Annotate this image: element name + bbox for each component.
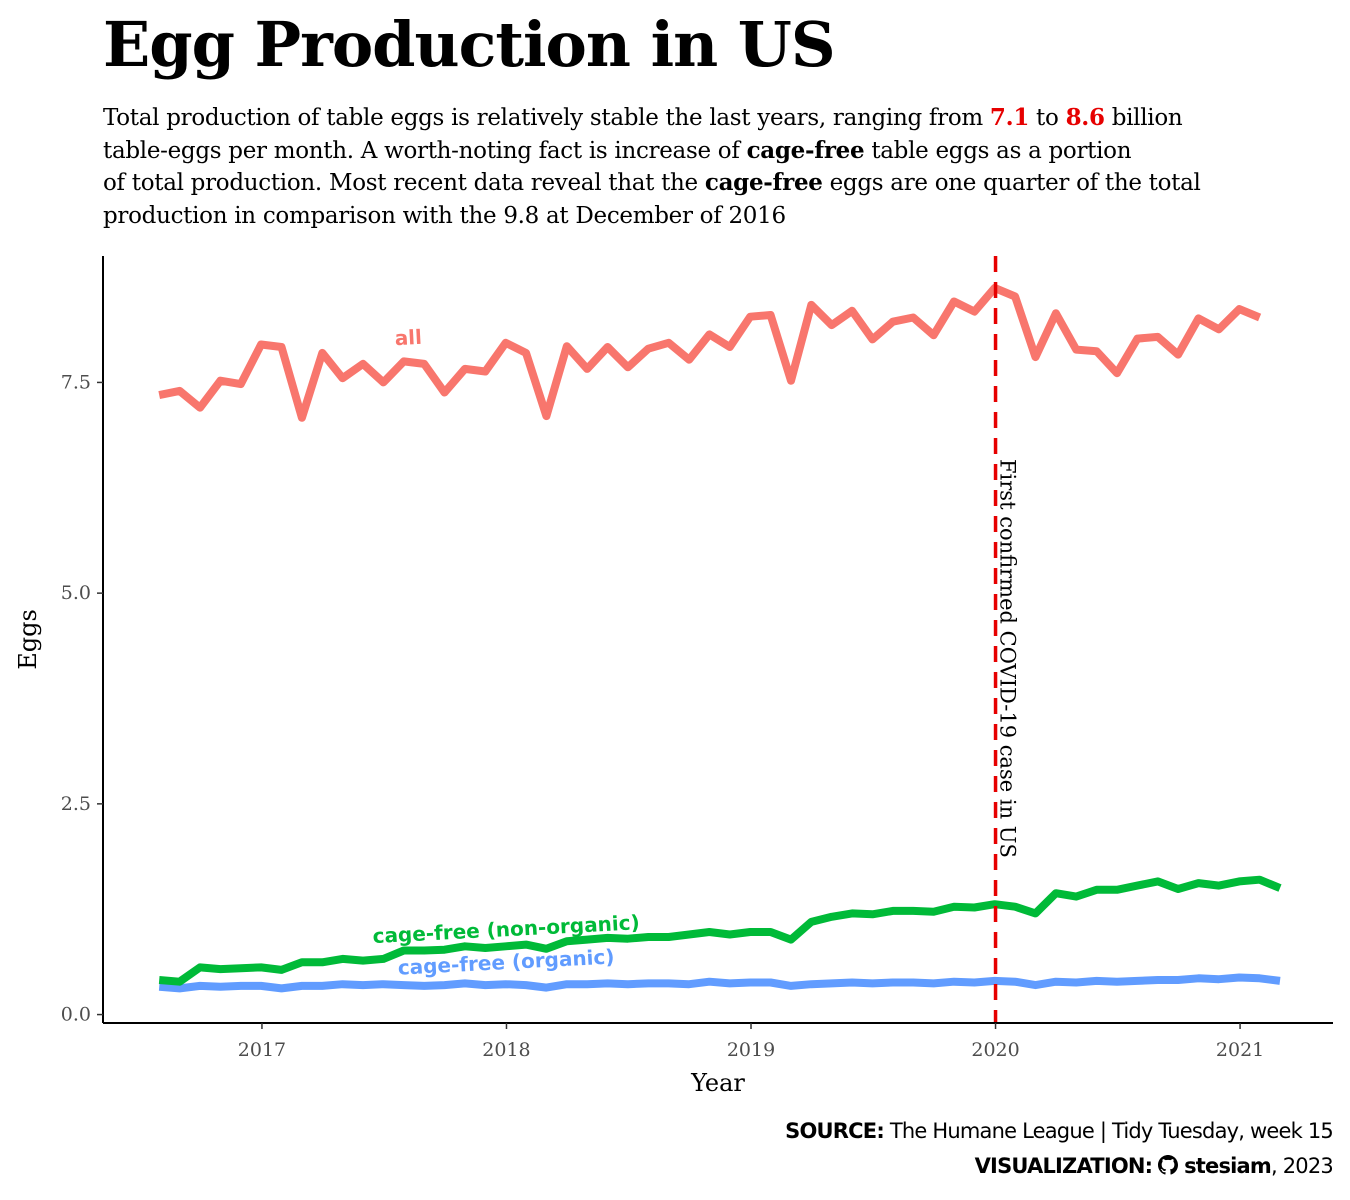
series-label: all [394, 325, 422, 350]
series-line-cage-free-organic [158, 973, 1281, 993]
x-tick-label: 2019 [727, 1039, 775, 1061]
caption-visualization-line: VISUALIZATION: stesiam, 2023 [785, 1149, 1334, 1184]
subtitle-bold-term: cage-free [704, 169, 823, 196]
subtitle-text: table-eggs per month. A worth-noting fac… [103, 137, 747, 164]
subtitle-text: billion [1104, 105, 1183, 131]
series-line-cage-free-non-organic [158, 875, 1282, 986]
covid-annotation-text: First confirmed COVID-19 case in US [996, 459, 1020, 858]
subtitle-line-4: production in comparison with the 9.8 at… [103, 202, 786, 229]
annotation-layer: First confirmed COVID-19 case in US [993, 256, 1020, 1023]
subtitle-max-value: 8.6 [1065, 104, 1105, 131]
series-layer [158, 284, 1282, 993]
y-tick-label: 0.0 [61, 1004, 91, 1026]
y-tick-label: 7.5 [61, 371, 91, 393]
y-axis-title: Eggs [14, 609, 42, 670]
subtitle-line-1: Total production of table eggs is relati… [103, 102, 1318, 135]
subtitle-min-value: 7.1 [989, 104, 1030, 131]
caption-viz-user: stesiam [1184, 1154, 1272, 1178]
x-tick-label: 2021 [1216, 1039, 1264, 1061]
caption-viz-year: , 2023 [1271, 1154, 1334, 1178]
caption-source-text: The Humane League | Tidy Tuesday, week 1… [883, 1119, 1334, 1143]
github-icon [1158, 1155, 1179, 1175]
subtitle-text: of total production. Most recent data re… [103, 170, 705, 196]
caption-source-line: SOURCE: The Humane League | Tidy Tuesday… [785, 1114, 1334, 1149]
subtitle-bold-term: cage-free [746, 136, 865, 164]
caption: SOURCE: The Humane League | Tidy Tuesday… [785, 1114, 1334, 1184]
subtitle-text: Total production of table eggs is relati… [103, 105, 990, 131]
caption-source-label: SOURCE: [785, 1119, 885, 1143]
subtitle-line-3: of total production. Most recent data re… [103, 167, 1318, 200]
x-tick-label: 2018 [482, 1039, 530, 1061]
y-tick-label: 2.5 [61, 793, 91, 815]
axis-layer: 0.0 2.5 5.0 7.5 2017 2018 2019 2020 2021 Year Eggs [14, 256, 1333, 1097]
x-tick-label: 2017 [238, 1039, 286, 1061]
subtitle-text: eggs are one quarter of the total [822, 170, 1201, 196]
subtitle-line-2: table-eggs per month. A worth-noting fac… [103, 135, 1318, 168]
subtitle-text: table eggs as a portion [864, 137, 1132, 164]
x-axis-title: Year [690, 1069, 745, 1097]
chart-title: Egg Production in US [103, 8, 836, 81]
y-tick-label: 5.0 [61, 582, 91, 604]
subtitle-text: to [1029, 105, 1066, 131]
x-tick-label: 2020 [971, 1039, 1019, 1061]
series-line-all [158, 284, 1262, 422]
caption-viz-label: VISUALIZATION: [974, 1154, 1153, 1178]
chart-subtitle: Total production of table eggs is relati… [103, 102, 1318, 232]
